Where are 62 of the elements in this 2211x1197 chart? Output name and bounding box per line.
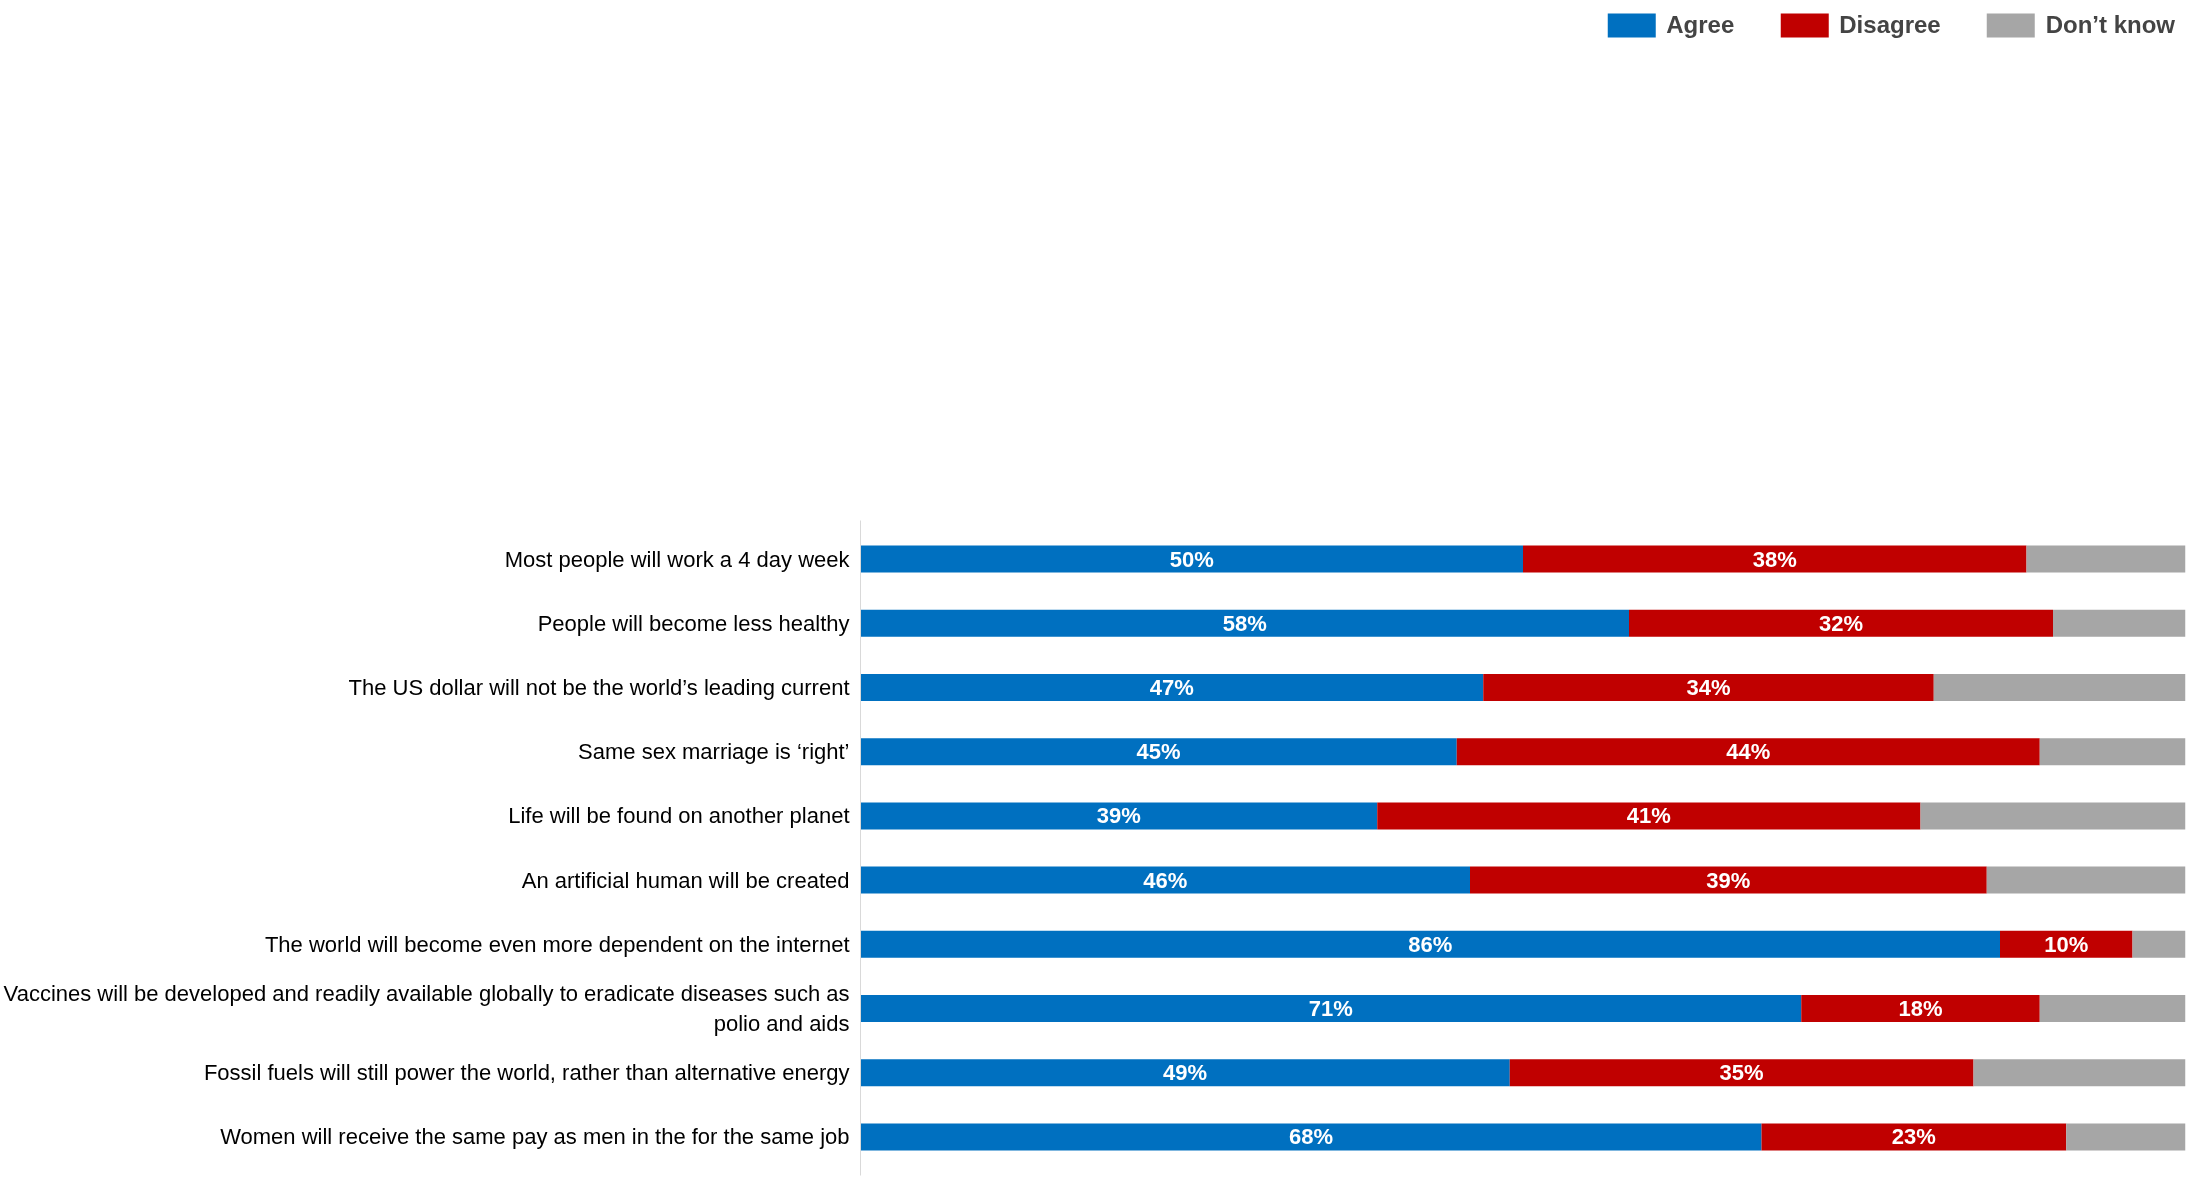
legend-label: Don’t know	[2045, 11, 2175, 39]
data-label: 23%	[1891, 1124, 1936, 1150]
bar	[2039, 738, 2186, 766]
y-tick-label: Most people will work a 4 day week	[504, 546, 851, 572]
legend-label: Disagree	[1839, 11, 1941, 39]
data-label: 71%	[1308, 996, 1353, 1022]
data-label: 35%	[1719, 1060, 1764, 1086]
bar	[1456, 738, 2040, 766]
bar	[1629, 609, 2053, 637]
bar	[2026, 545, 2186, 573]
bar	[860, 1123, 1762, 1151]
data-label: 58%	[1222, 610, 1267, 636]
data-label: 47%	[1149, 674, 1194, 700]
y-tick-label: Fossil fuels will still power the world, rather than alternative energy	[203, 1060, 850, 1086]
data-label: 38%	[1752, 546, 1797, 572]
y-tick-label: The world will become even more dependent on the internet	[264, 931, 850, 957]
bar	[1986, 866, 2186, 894]
data-label: 10%	[2044, 931, 2089, 957]
legend-label: Agree	[1666, 11, 1735, 39]
bar	[860, 802, 1378, 830]
bar	[860, 930, 2000, 958]
data-label: 45%	[1136, 739, 1181, 765]
bar	[1973, 1059, 2186, 1087]
bar	[1801, 995, 2040, 1023]
bar	[1509, 1059, 1974, 1087]
bar	[1483, 673, 1934, 701]
bar	[860, 1059, 1510, 1087]
bar	[2132, 930, 2186, 958]
data-label: 46%	[1143, 867, 1188, 893]
bar	[2039, 995, 2186, 1023]
y-tick-label: Women will receive the same pay as men in the for the same job	[220, 1124, 850, 1150]
data-label: 41%	[1626, 803, 1671, 829]
bar	[860, 866, 1470, 894]
bar	[1933, 673, 2186, 701]
bar	[1377, 802, 1921, 830]
bar	[1920, 802, 2186, 830]
data-label: 49%	[1163, 1060, 1208, 1086]
bar	[860, 738, 1457, 766]
data-label: 34%	[1686, 674, 1731, 700]
data-label: 44%	[1726, 739, 1771, 765]
bar	[1470, 866, 1987, 894]
data-label: 68%	[1288, 1124, 1334, 1150]
y-tick-label: People will become less healthy	[537, 610, 850, 636]
data-label: 39%	[1096, 803, 1141, 829]
data-label: 32%	[1818, 610, 1864, 636]
data-label: 86%	[1408, 931, 1453, 957]
data-label: 18%	[1898, 996, 1943, 1022]
y-tick-label: The US dollar will not be the world’s leading current	[348, 674, 850, 700]
bar	[860, 995, 1802, 1023]
y-tick-label: Life will be found on another planet	[508, 803, 850, 829]
bar	[860, 673, 1484, 701]
data-label: 39%	[1706, 867, 1751, 893]
bar	[2066, 1123, 2186, 1151]
bar	[2053, 609, 2186, 637]
bar	[860, 545, 1523, 573]
y-tick-label: An artificial human will be created	[521, 867, 850, 893]
y-tick-label: Same sex marriage is ‘right’	[578, 739, 850, 765]
y-tick-label: Vaccines will be developed and readily available globally to eradicate diseases such as polio and aids	[3, 981, 850, 1037]
bar	[1761, 1123, 2067, 1151]
bar	[1523, 545, 2027, 573]
bar	[860, 609, 1629, 637]
data-label: 50%	[1169, 546, 1214, 572]
